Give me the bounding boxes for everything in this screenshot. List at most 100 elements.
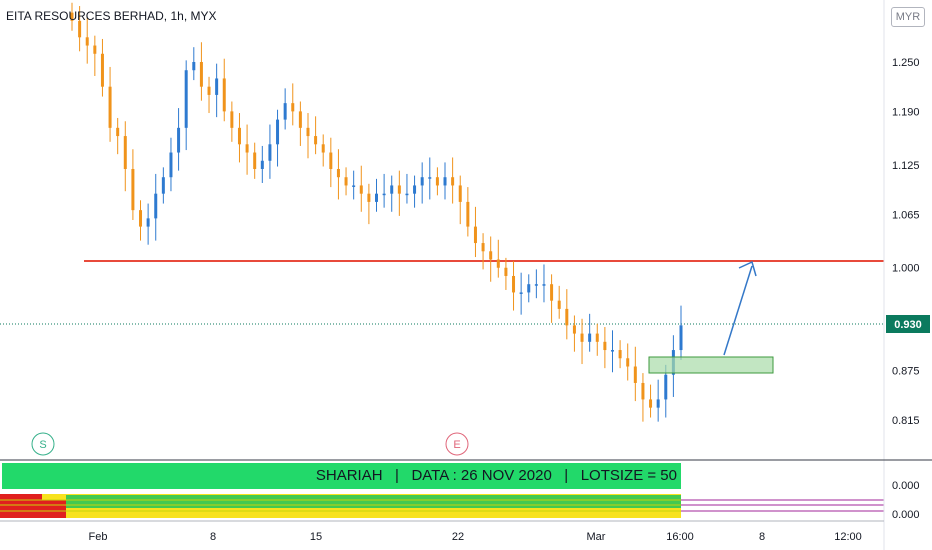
candle-body: [70, 12, 74, 21]
candle-body: [443, 177, 447, 186]
candle-body: [253, 152, 257, 169]
candle-body: [473, 226, 477, 244]
demand-zone: [648, 356, 774, 374]
candle-body: [534, 284, 538, 286]
candle-body: [489, 251, 493, 260]
candle-body: [321, 144, 325, 153]
price-tick-label: 1.065: [892, 209, 920, 221]
candle-body: [367, 193, 371, 202]
candle-body: [504, 267, 508, 276]
candle-body: [108, 86, 112, 128]
candle-body: [413, 185, 417, 194]
candle-body: [481, 243, 485, 252]
time-axis[interactable]: Feb 8 15 22 Mar 16:00 8 12:00: [89, 531, 862, 543]
candle-body: [139, 210, 143, 227]
candle-body: [276, 119, 280, 145]
target-arrow: [723, 265, 753, 356]
candle-body: [649, 399, 653, 408]
candle-body: [85, 37, 89, 46]
session-start-marker[interactable]: [31, 432, 55, 456]
time-tick-label: 12:00: [834, 531, 862, 543]
candle-body: [329, 152, 333, 169]
candle-body: [405, 193, 409, 196]
indicator-panel: [0, 494, 884, 518]
candle-body: [161, 177, 165, 194]
chart-title: EITA RESOURCES BERHAD, 1h, MYX: [6, 9, 217, 23]
candle-body: [420, 177, 424, 186]
candle-body: [291, 103, 295, 112]
candle-body: [336, 168, 340, 178]
candle-body: [154, 193, 158, 219]
candle-body: [283, 103, 287, 120]
indicator-red-block: [42, 500, 66, 518]
banner-text: SHARIAH | DATA : 26 NOV 2020 | LOTSIZE =…: [315, 467, 677, 484]
candle-body: [237, 127, 241, 145]
price-axis[interactable]: 1.250 1.190 1.125 1.065 1.000 0.875 0.815 0.000…: [892, 57, 920, 521]
candle-body: [192, 62, 196, 71]
candle-body: [390, 185, 394, 194]
session-start-label: S: [39, 439, 46, 451]
candle-body: [542, 284, 546, 286]
candle-body: [359, 185, 363, 194]
indicator-red-block: [0, 494, 42, 518]
time-tick-label: 16:00: [666, 531, 694, 543]
candle-body: [580, 333, 584, 342]
candle-body: [557, 300, 561, 309]
target-arrow-head: [738, 260, 757, 277]
currency-button[interactable]: MYR: [891, 7, 925, 27]
candle-body: [603, 341, 607, 351]
candle-body: [116, 127, 120, 137]
time-tick-label: Mar: [587, 531, 606, 543]
time-tick-label: 8: [210, 531, 216, 543]
candle-body: [618, 350, 622, 359]
candle-body: [641, 382, 645, 400]
time-tick-label: 22: [452, 531, 464, 543]
candle-body: [626, 358, 630, 367]
candle-body: [451, 177, 455, 186]
candle-body: [93, 45, 97, 54]
time-tick-label: Feb: [89, 531, 108, 543]
candles-group: [70, 2, 683, 422]
price-tick-label: 1.125: [892, 160, 920, 172]
candle-body: [222, 78, 226, 112]
indicator-tick-label: 0.000: [892, 509, 920, 521]
candle-body: [527, 284, 531, 293]
candle-body: [572, 325, 576, 334]
price-tick-label: 0.815: [892, 415, 920, 427]
candle-body: [215, 78, 219, 95]
candle-body: [78, 20, 82, 38]
candle-body: [123, 136, 127, 169]
candle-body: [512, 275, 516, 293]
candle-body: [199, 62, 203, 87]
time-tick-label: 15: [310, 531, 322, 543]
candle-body: [177, 127, 181, 153]
candle-body: [375, 193, 378, 202]
candle-body: [610, 350, 614, 352]
candle-body: [656, 399, 660, 408]
candle-body: [633, 366, 637, 383]
candle-body: [298, 111, 302, 128]
current-price-badge: [886, 315, 930, 333]
candle-body: [268, 144, 272, 161]
candle-body: [169, 152, 173, 178]
time-tick-label: 8: [759, 531, 765, 543]
candle-body: [382, 193, 386, 196]
candle-body: [260, 160, 264, 169]
candle-body: [100, 53, 104, 87]
price-tick-label: 0.875: [892, 366, 920, 378]
price-tick-label: 1.000: [892, 263, 920, 275]
candle-body: [550, 284, 554, 301]
current-price-label: 0.930: [894, 319, 922, 331]
candle-body: [245, 144, 249, 153]
candle-body: [435, 177, 439, 186]
session-end-marker[interactable]: [445, 432, 469, 456]
candle-body: [314, 136, 318, 145]
candle-body: [184, 70, 188, 128]
candle-body: [344, 177, 348, 186]
candle-body: [458, 185, 462, 202]
candle-body: [207, 86, 211, 95]
indicator-green-band: [66, 495, 681, 508]
candle-body: [428, 177, 432, 179]
candle-body: [588, 333, 592, 342]
